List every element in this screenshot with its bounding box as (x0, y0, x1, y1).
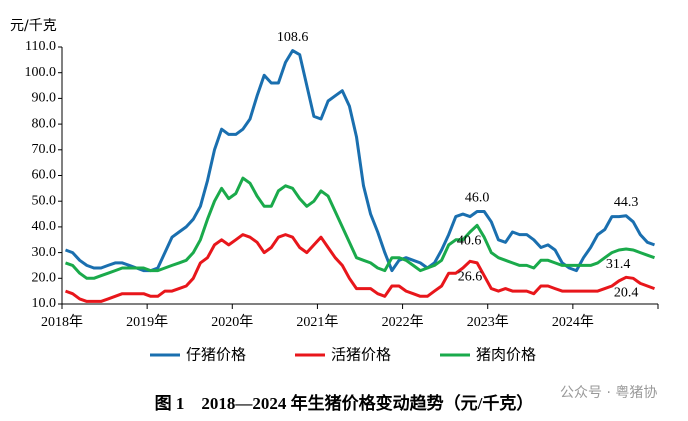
data-label: 40.6 (457, 234, 482, 249)
x-tick-label: 2023年 (467, 314, 509, 330)
caption: 图 1 2018—2024 年生猪价格变动趋势（元/千克） (155, 393, 534, 413)
data-label: 44.3 (614, 195, 639, 210)
data-label: 108.6 (277, 30, 309, 45)
x-tick-label: 2019年 (126, 314, 168, 330)
legend-label: 仔猪价格 (186, 346, 246, 364)
data-label: 31.4 (606, 257, 631, 272)
y-tick-label: 50.0 (32, 193, 57, 208)
data-label: 26.6 (458, 270, 483, 285)
series-line (64, 233, 656, 303)
y-tick-label: 20.0 (32, 271, 57, 286)
legend-label: 猪肉价格 (476, 346, 536, 364)
watermark: 公众号 · 粤猪协 (560, 385, 657, 401)
y-tick-label: 10.0 (32, 296, 57, 311)
y-tick-label: 40.0 (32, 219, 57, 234)
y-tick-label: 110.0 (25, 39, 56, 54)
data-label: 46.0 (465, 191, 490, 206)
x-tick-label: 2021年 (296, 314, 338, 330)
legend-label: 活猪价格 (331, 346, 391, 364)
y-axis-unit: 元/千克 (10, 18, 57, 34)
x-tick-label: 2022年 (382, 314, 424, 330)
y-tick-label: 90.0 (32, 91, 57, 106)
x-tick-label: 2020年 (211, 314, 253, 330)
data-label: 20.4 (614, 285, 639, 300)
y-tick-label: 100.0 (25, 65, 57, 80)
y-tick-label: 80.0 (32, 116, 57, 131)
x-tick-label: 2018年 (41, 314, 83, 330)
series-line (65, 176, 655, 280)
y-tick-label: 70.0 (32, 142, 57, 157)
y-tick-label: 30.0 (32, 245, 57, 260)
series-line (64, 49, 656, 273)
y-tick-label: 60.0 (32, 168, 57, 183)
x-tick-label: 2024年 (552, 314, 594, 330)
